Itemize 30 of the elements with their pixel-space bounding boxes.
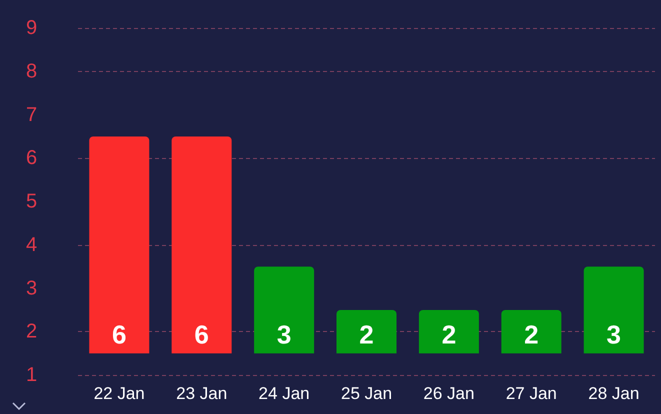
x-tick-label: 27 Jan <box>506 384 557 403</box>
y-tick-label: 4 <box>26 234 38 256</box>
x-tick-label: 28 Jan <box>588 384 640 403</box>
y-tick-label: 5 <box>26 190 38 212</box>
x-tick-label: 24 Jan <box>258 384 310 403</box>
data-label: 2 <box>442 319 456 350</box>
x-tick-label: 26 Jan <box>423 384 474 403</box>
y-tick-label: 6 <box>26 147 38 170</box>
y-tick-label: 1 <box>26 364 38 386</box>
y-tick-label: 2 <box>26 320 38 343</box>
x-tick-label: 23 Jan <box>176 384 228 403</box>
data-label: 6 <box>194 319 209 350</box>
bar <box>89 136 150 354</box>
data-label: 2 <box>359 319 374 350</box>
data-label: 2 <box>524 319 539 350</box>
bar <box>172 136 232 354</box>
data-label: 6 <box>112 319 126 350</box>
y-tick-label: 9 <box>26 17 38 39</box>
data-label: 3 <box>276 319 292 350</box>
data-label: 3 <box>606 319 622 350</box>
bar <box>336 310 396 354</box>
bar <box>418 310 479 354</box>
bar <box>501 310 562 354</box>
x-tick-label: 25 Jan <box>340 384 392 403</box>
bar <box>254 266 314 354</box>
y-tick-label: 8 <box>26 60 38 82</box>
y-tick-label: 7 <box>26 104 38 126</box>
y-tick-label: 3 <box>26 277 38 300</box>
bar <box>584 266 644 354</box>
x-tick-label: 22 Jan <box>94 384 145 403</box>
